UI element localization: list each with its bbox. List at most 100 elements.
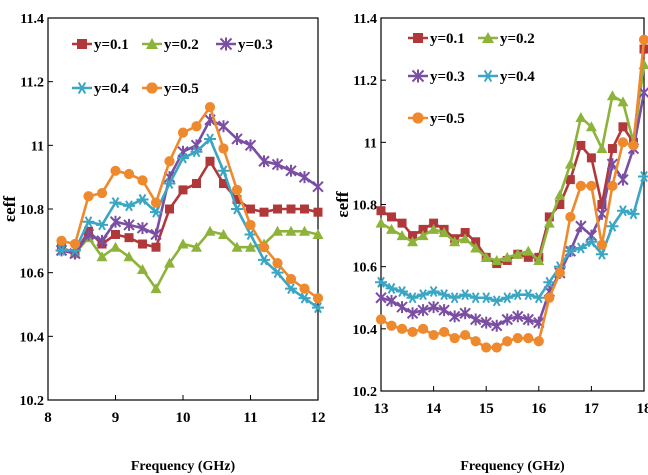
data-point — [417, 304, 429, 317]
data-point — [564, 245, 577, 257]
legend-marker — [413, 33, 423, 43]
data-point — [491, 319, 503, 332]
data-point — [427, 301, 440, 314]
y-tick-label: 11 — [364, 136, 377, 151]
legend-label: y=0.3 — [430, 69, 465, 85]
data-point — [471, 237, 481, 247]
data-point — [299, 283, 310, 294]
data-point — [375, 217, 387, 228]
legend-label: y=0.3 — [238, 37, 273, 53]
x-tick-label: 16 — [531, 401, 547, 417]
data-point — [55, 244, 68, 256]
y-tick-label: 10.2 — [353, 385, 378, 400]
data-point — [136, 222, 149, 235]
data-point — [246, 204, 255, 214]
data-point — [285, 164, 297, 177]
data-point — [523, 333, 534, 344]
legend-marker — [77, 39, 87, 49]
data-point — [449, 236, 461, 247]
data-point — [273, 204, 282, 214]
legend-label: y=0.5 — [164, 81, 199, 97]
data-point — [82, 216, 95, 228]
data-point — [576, 140, 586, 150]
data-point — [555, 200, 565, 209]
legend-entry: y=0.2 — [142, 37, 199, 53]
legend-marker — [219, 37, 233, 51]
data-point — [618, 122, 628, 132]
data-point — [271, 158, 284, 171]
data-point — [150, 197, 162, 208]
data-point — [191, 241, 202, 252]
data-point — [501, 313, 513, 326]
data-point — [286, 204, 296, 214]
legend-entry: y=0.1 — [408, 31, 465, 47]
data-point — [245, 241, 256, 252]
x-axis-label: Frequency (GHz) — [131, 459, 236, 474]
data-point — [376, 206, 386, 216]
data-point — [204, 225, 216, 236]
data-point — [396, 323, 408, 334]
data-point — [460, 227, 470, 237]
data-point — [406, 307, 419, 320]
data-point — [204, 102, 216, 113]
y-tick-label: 10.2 — [20, 394, 45, 409]
data-point — [151, 242, 161, 252]
data-point — [205, 156, 215, 166]
data-point — [460, 329, 471, 341]
y-axis-label: εeff — [0, 196, 19, 222]
data-point — [231, 241, 243, 252]
data-point — [217, 120, 230, 133]
data-point — [231, 203, 243, 215]
data-point — [204, 133, 216, 145]
data-point — [123, 200, 135, 212]
data-point — [396, 286, 409, 298]
data-point — [417, 323, 429, 334]
data-point — [96, 251, 108, 262]
series-y=0.5 — [56, 102, 324, 304]
y-tick-label: 10.4 — [353, 323, 378, 338]
legend-label: y=0.2 — [164, 37, 199, 53]
data-point — [397, 218, 407, 228]
series-y=0.1 — [57, 156, 323, 259]
data-point — [554, 267, 565, 278]
data-point — [407, 326, 418, 338]
data-point — [429, 218, 439, 228]
data-point — [606, 220, 619, 232]
data-point — [544, 292, 555, 303]
data-point — [299, 225, 310, 236]
data-point — [386, 320, 397, 331]
data-point — [69, 238, 81, 250]
data-point — [231, 184, 243, 195]
data-point — [470, 242, 482, 253]
data-point — [438, 226, 450, 237]
data-point — [469, 313, 482, 326]
data-point — [543, 217, 555, 228]
data-point — [218, 228, 229, 239]
data-point — [177, 127, 189, 138]
x-tick-label: 10 — [176, 410, 191, 426]
data-point — [501, 251, 513, 262]
y-axis-label: εeff — [333, 191, 352, 217]
data-point — [111, 229, 120, 239]
data-point — [522, 313, 534, 326]
data-point — [244, 228, 257, 240]
data-point — [137, 175, 148, 186]
data-point — [617, 96, 629, 107]
data-point — [628, 140, 639, 151]
x-tick-label: 12 — [311, 410, 326, 426]
data-point — [150, 206, 162, 218]
data-point — [439, 326, 450, 338]
data-point — [417, 289, 430, 301]
data-point — [596, 143, 608, 154]
x-tick-label: 8 — [44, 410, 52, 426]
data-point — [586, 180, 597, 191]
legend-label: y=0.4 — [500, 69, 535, 85]
y-tick-label: 10.6 — [353, 261, 378, 276]
data-point — [109, 215, 122, 228]
legend-entry: y=0.5 — [142, 81, 199, 97]
legend-entry: y=0.4 — [478, 69, 535, 85]
data-point — [554, 189, 566, 200]
data-point — [532, 292, 545, 304]
data-point — [385, 282, 398, 294]
